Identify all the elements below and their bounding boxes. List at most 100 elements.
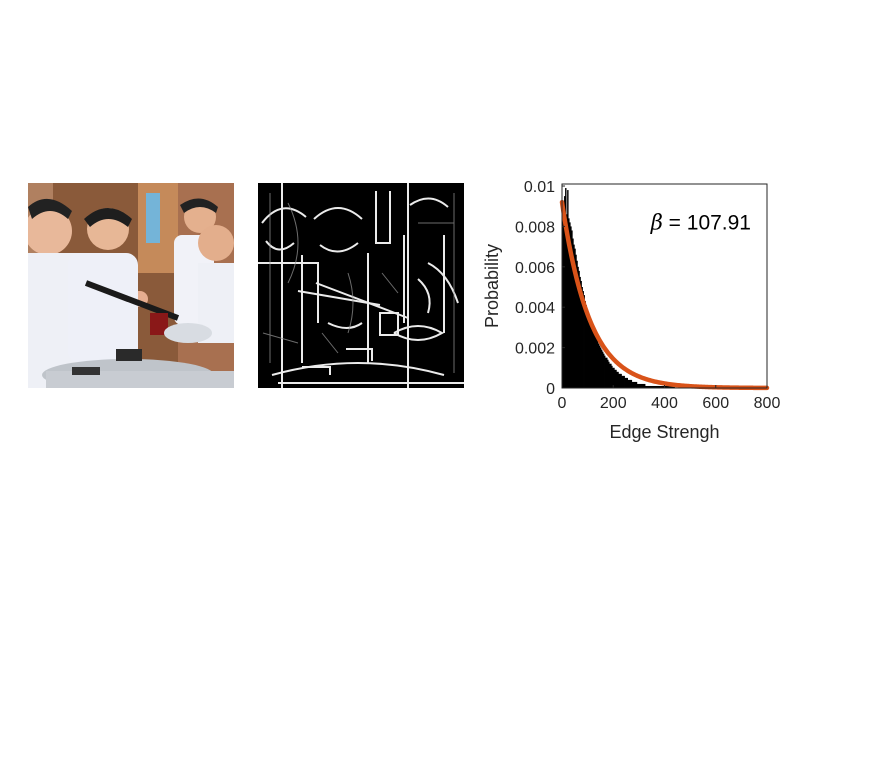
edge-map — [258, 183, 464, 388]
histogram-bar — [585, 305, 587, 388]
histogram-bar — [618, 373, 620, 388]
histogram-bar — [632, 381, 635, 388]
histogram-bar — [642, 383, 645, 388]
histogram-bar — [589, 319, 592, 388]
y-tick-label: 0.002 — [515, 341, 555, 358]
histogram-bar — [604, 355, 606, 388]
histogram-bar — [638, 383, 641, 388]
histogram-bar — [672, 385, 675, 388]
histogram-bar — [644, 383, 646, 388]
histogram-bar — [605, 357, 607, 388]
histogram-bar — [627, 379, 630, 388]
y-tick-label: 0.004 — [515, 300, 555, 317]
histogram-bar — [606, 357, 608, 388]
histogram-bar — [603, 353, 605, 388]
histogram-bar — [576, 260, 578, 388]
beta-value: = 107.91 — [663, 211, 751, 234]
y-axis-label: Probability — [482, 244, 502, 328]
histogram-bar — [661, 385, 663, 388]
histogram-bar — [594, 335, 597, 388]
histogram-bar — [629, 379, 632, 388]
histogram-bar — [616, 371, 618, 388]
photo — [24, 183, 234, 391]
histogram-bar — [641, 383, 644, 388]
beta-annotation: β = 107.91 — [650, 210, 751, 234]
histogram-bar — [634, 381, 637, 388]
histogram-bar — [595, 337, 598, 388]
histogram-bar — [647, 385, 649, 388]
histogram-bar — [659, 385, 661, 388]
y-axis-ticks: 0 0.002 0.004 0.006 0.008 0.01 — [515, 179, 565, 398]
histogram-bar — [607, 359, 609, 388]
histogram-bar — [667, 385, 669, 388]
histogram-bar — [572, 238, 574, 388]
histogram-bar — [664, 385, 666, 388]
histogram-bar — [579, 276, 581, 388]
histogram-bar — [648, 385, 650, 388]
x-tick-label: 200 — [600, 395, 627, 412]
histogram-bar — [580, 280, 582, 388]
x-tick-label: 400 — [651, 395, 678, 412]
histogram-bar — [617, 371, 619, 388]
histogram-bar — [625, 377, 627, 388]
histogram-bar — [575, 254, 577, 388]
histogram-bar — [613, 367, 615, 388]
histogram-bar — [565, 188, 567, 388]
histogram-bar — [637, 383, 640, 388]
histogram-bar — [568, 218, 570, 388]
histogram-bar — [653, 385, 655, 388]
histogram-bar — [666, 385, 668, 388]
histogram-bar — [563, 208, 565, 388]
histogram-bar — [587, 313, 590, 388]
histogram-bar — [574, 248, 576, 388]
y-tick-label: 0.006 — [515, 260, 555, 277]
histogram-bar — [584, 301, 586, 388]
beta-symbol: β — [650, 210, 663, 234]
histogram-bar — [577, 266, 579, 388]
histogram-bar — [590, 323, 593, 388]
histogram-bar — [668, 385, 671, 388]
histogram-bar — [608, 361, 610, 388]
histogram-bar — [569, 222, 571, 388]
histogram-bar — [564, 196, 566, 388]
y-tick-label: 0.01 — [524, 179, 555, 196]
histogram-bar — [658, 385, 660, 388]
histogram-bar — [662, 385, 664, 388]
histogram-bar — [582, 291, 584, 388]
x-axis-label: Edge Strengh — [609, 422, 719, 442]
histogram-bar — [578, 270, 580, 388]
histogram-bar — [581, 287, 583, 388]
histogram-bar — [598, 345, 601, 388]
histogram-bar — [592, 329, 595, 388]
histogram-bar — [626, 377, 628, 388]
histogram-bar — [654, 385, 656, 388]
histogram-bar — [657, 385, 659, 388]
histogram-bar — [649, 385, 651, 388]
histogram-bar — [600, 349, 603, 388]
histogram-bar — [615, 369, 617, 388]
histogram-bar — [651, 385, 653, 388]
photo-image — [24, 183, 234, 391]
histogram-bar — [646, 385, 648, 388]
histogram-bars — [562, 188, 676, 388]
edge-map-image — [258, 183, 464, 388]
histogram-bar — [650, 385, 652, 388]
histogram-bar — [562, 200, 564, 388]
histogram-bar — [609, 363, 611, 388]
histogram-bar — [586, 309, 589, 388]
histogram-bar — [621, 375, 623, 388]
histogram-bar — [571, 230, 573, 388]
x-tick-label: 800 — [754, 395, 781, 412]
histogram-bar — [645, 385, 647, 388]
histogram-bar — [614, 369, 616, 388]
histogram-bar — [570, 226, 572, 388]
histogram-bar — [566, 214, 568, 388]
histogram-bar — [593, 331, 596, 388]
histogram-bar — [655, 385, 657, 388]
histogram-bar — [610, 363, 612, 388]
y-tick-label: 0 — [546, 381, 555, 398]
histogram-bar — [591, 325, 594, 388]
histogram-bar — [633, 381, 636, 388]
histogram-bar — [631, 381, 634, 388]
histogram-bar — [652, 385, 654, 388]
